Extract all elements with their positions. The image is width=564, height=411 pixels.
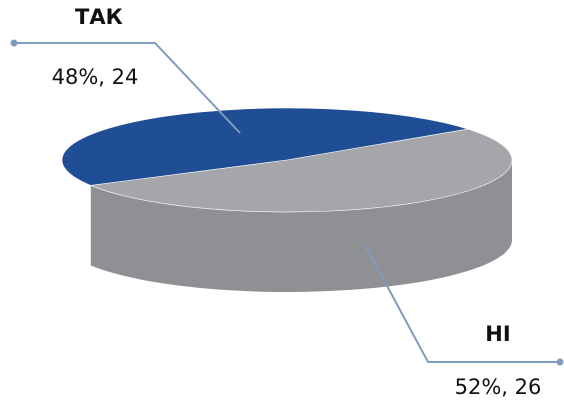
leader-dot bbox=[556, 358, 564, 366]
leader-dot bbox=[10, 39, 18, 47]
pie-side bbox=[90, 160, 512, 292]
value-label: 48%, 24 bbox=[52, 65, 139, 89]
leader-line bbox=[364, 244, 560, 363]
value-label: 52%, 26 bbox=[455, 375, 542, 399]
category-label: ТАК bbox=[75, 5, 123, 29]
pie-slice bbox=[89, 128, 513, 213]
leader-line bbox=[14, 42, 241, 134]
category-label: НІ bbox=[485, 322, 510, 346]
pie-slice bbox=[61, 107, 468, 186]
